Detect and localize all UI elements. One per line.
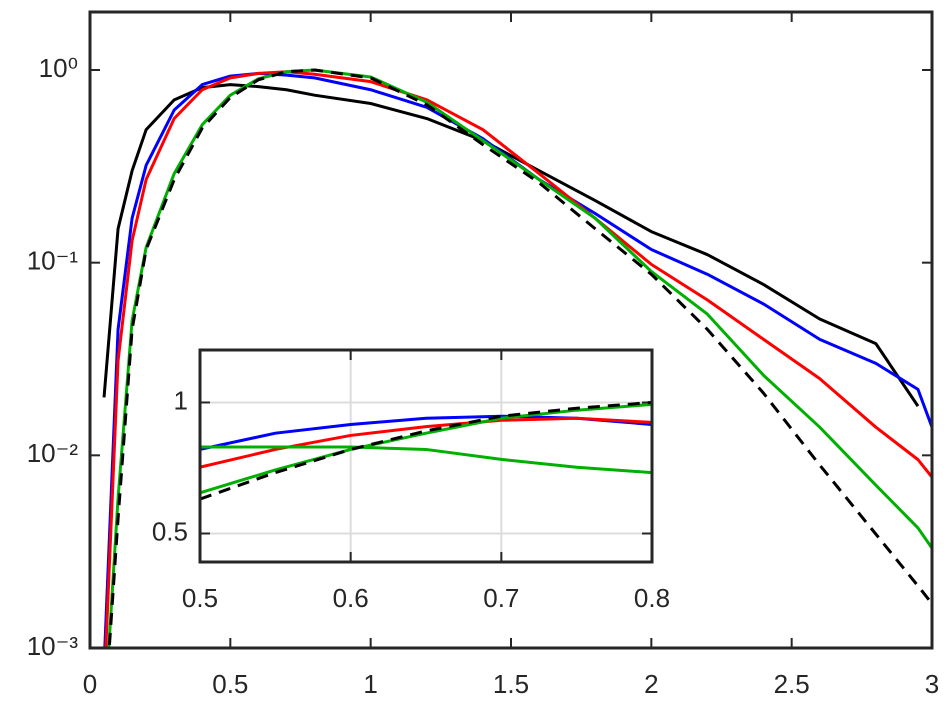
series-line [200,402,652,495]
y-tick-label: 10⁻¹ [27,246,79,276]
axes-frame [88,10,934,650]
x-tick-label: 3 [925,669,939,699]
x-tick-label: 2.5 [774,669,810,699]
x-tick-label: 0 [83,669,97,699]
series-line [200,445,652,475]
x-tick-label: 0.5 [182,583,218,613]
x-tick-label: 1.5 [493,669,529,699]
series-line [102,83,920,407]
x-tick-label: 0.7 [483,583,519,613]
y-tick-label: 1 [174,385,188,415]
x-tick-label: 0.8 [634,583,670,613]
y-tick-label: 0.5 [152,516,188,546]
y-tick-label: 10⁻³ [27,631,79,661]
plot-background [200,350,652,562]
y-tick-label: 10⁰ [39,53,78,83]
series-line [200,400,652,501]
x-tick-label: 2 [644,669,658,699]
axes-frame [198,348,654,564]
y-tick-label: 10⁻² [27,438,79,468]
series-line [107,68,932,648]
x-tick-label: 0.6 [333,583,369,613]
series-line [200,416,652,469]
series-line [103,71,932,648]
series-line [107,68,932,648]
x-tick-label: 1 [363,669,377,699]
x-tick-label: 0.5 [212,669,248,699]
